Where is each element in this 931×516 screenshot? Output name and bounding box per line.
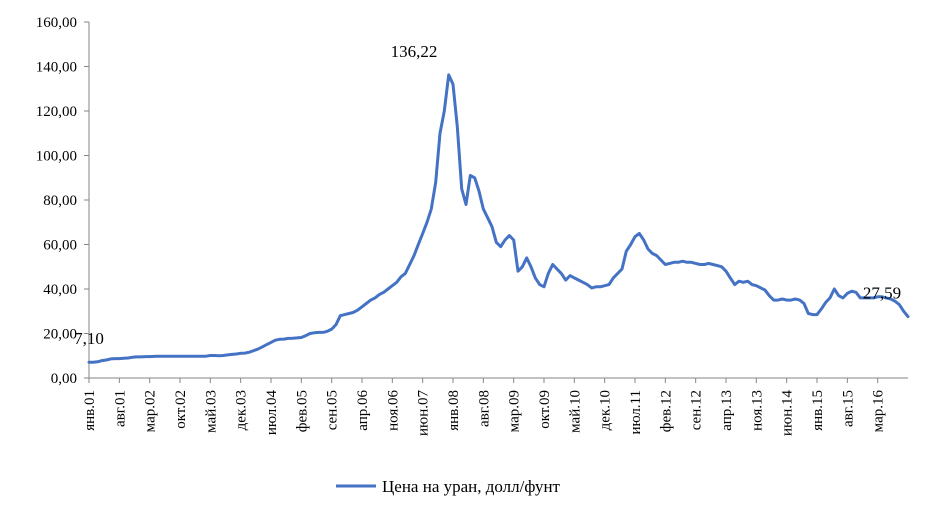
y-tick-label: 140,00 [36,60,77,76]
y-tick-label: 80,00 [43,193,77,209]
x-tick-label: фев.12 [658,390,674,432]
x-tick-label: авг.01 [112,390,128,427]
y-tick-label: 120,00 [36,104,77,120]
x-tick-label: окт.02 [173,390,189,429]
x-tick-label: июн.07 [416,390,432,437]
legend-label: Цена на уран, долл/фунт [382,477,561,496]
x-tick-label: янв.01 [82,390,98,431]
x-tick-label: мар.09 [507,390,523,432]
y-axis: 0,00 20,00 40,00 60,00 80,00 100,00 120,00 140,… [36,15,90,387]
x-tick-label: авг.15 [840,390,856,427]
x-tick-label: авг.08 [476,390,492,427]
x-tick-label: сен.05 [325,390,341,430]
data-label: 7,10 [74,329,104,348]
y-tick-label: 60,00 [43,238,77,254]
x-axis: янв.01 авг.01 мар.02 окт.02 май.03 дек.03 июл.… [82,377,908,437]
y-tick-label: 0,00 [51,371,77,387]
x-tick-label: сен.12 [689,390,705,430]
y-tick-label: 40,00 [43,282,77,298]
x-tick-label: июл.11 [628,390,644,435]
x-tick-label: апр.06 [355,390,371,431]
x-tick-label: мар.02 [143,390,159,432]
series-layer [87,73,910,364]
y-tick-label: 100,00 [36,149,77,165]
legend: Цена на уран, долл/фунт [336,477,561,496]
x-tick-label: янв.08 [446,390,462,431]
x-tick-label: ноя.06 [385,390,401,431]
y-tick-label: 20,00 [43,327,77,343]
x-tick-label: окт.09 [537,390,553,429]
x-tick-label: фев.05 [294,390,310,432]
x-tick-label: дек.10 [598,390,614,430]
x-tick-label: июн.14 [780,390,796,437]
data-label: 136,22 [391,42,438,61]
x-tick-label: май.03 [203,390,219,433]
x-tick-label: мар.16 [871,390,887,433]
x-tick-label: дек.03 [234,390,250,430]
annotations: 7,10 136,22 27,59 [74,42,901,348]
x-tick-label: ноя.13 [749,390,765,431]
series-line-uranium-price [87,73,910,364]
x-tick-label: июл.04 [264,390,280,436]
y-tick-label: 160,00 [36,15,77,31]
x-tick-label: янв.15 [810,390,826,431]
data-label: 27,59 [863,284,901,303]
x-tick-label: апр.13 [719,390,735,431]
x-tick-label: май.10 [567,390,583,433]
